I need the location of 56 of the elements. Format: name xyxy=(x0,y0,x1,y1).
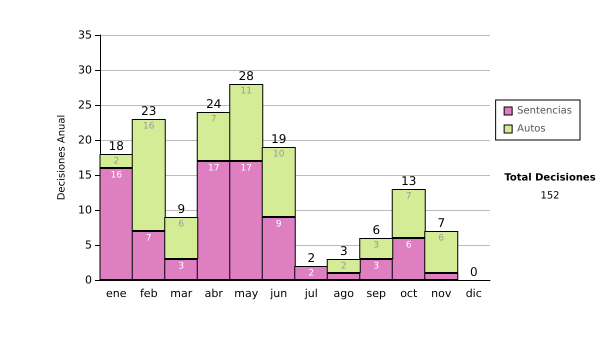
total-label: 23 xyxy=(141,104,156,118)
x-tick-label: ene xyxy=(106,287,127,300)
data-label: 7 xyxy=(210,114,217,124)
x-tick-label: ago xyxy=(334,287,354,300)
total-label: 13 xyxy=(401,174,416,188)
data-label: 9 xyxy=(276,220,282,230)
data-label: 6 xyxy=(438,234,444,244)
y-tick-label: 30 xyxy=(78,64,92,76)
x-tick-label: dic xyxy=(466,287,482,300)
data-label: 2 xyxy=(340,262,347,272)
data-label: 3 xyxy=(178,262,184,272)
data-label: 6 xyxy=(178,220,184,230)
y-tick-label: 0 xyxy=(85,274,92,286)
x-tick-label: jul xyxy=(304,287,318,300)
total-label: 9 xyxy=(177,202,186,216)
data-label: 3 xyxy=(373,262,380,272)
data-label: 11 xyxy=(240,86,252,96)
x-tick-label: jun xyxy=(269,287,288,300)
x-tick-label: sep xyxy=(366,287,386,300)
data-label: 10 xyxy=(273,150,285,160)
x-tick-label: oct xyxy=(400,287,418,300)
text: 152 xyxy=(540,190,560,202)
x-tick-label: nov xyxy=(431,287,452,300)
y-tick-label: 35 xyxy=(78,28,92,42)
x-tick-label: mar xyxy=(170,287,193,300)
total-label: 28 xyxy=(238,69,254,83)
y-axis-title: Decisiones Anual xyxy=(56,114,68,200)
data-label: 7 xyxy=(146,234,152,244)
y-tick-label: 15 xyxy=(78,168,92,182)
data-label: 16 xyxy=(110,170,122,180)
total-label: 24 xyxy=(206,97,222,111)
data-label: 2 xyxy=(114,156,120,166)
y-tick-label: 5 xyxy=(85,238,92,252)
legend-label: Autos xyxy=(517,124,546,134)
y-tick-label: 25 xyxy=(78,98,92,112)
x-tick-label: abr xyxy=(204,287,224,300)
x-tick-label: feb xyxy=(140,287,158,300)
total-label: 19 xyxy=(271,132,286,146)
text: Total Decisiones xyxy=(504,172,596,184)
total-label: 0 xyxy=(470,265,478,279)
y-tick-label: 10 xyxy=(78,204,92,216)
total-label: 3 xyxy=(340,244,348,258)
data-label: 17 xyxy=(240,164,252,174)
y-tick-label: 20 xyxy=(78,134,92,146)
data-label: 16 xyxy=(143,122,155,132)
data-label: 3 xyxy=(373,240,380,250)
total-label: 2 xyxy=(307,251,316,265)
x-tick-label: may xyxy=(234,287,259,300)
total-label: 7 xyxy=(437,216,446,230)
data-label: 17 xyxy=(208,164,220,174)
total-label: 6 xyxy=(372,223,380,237)
data-label: 2 xyxy=(308,268,314,278)
data-label: 6 xyxy=(406,240,412,250)
total-label: 18 xyxy=(108,139,124,153)
legend-label: Sentencias xyxy=(517,106,572,116)
data-label: 7 xyxy=(406,192,412,202)
